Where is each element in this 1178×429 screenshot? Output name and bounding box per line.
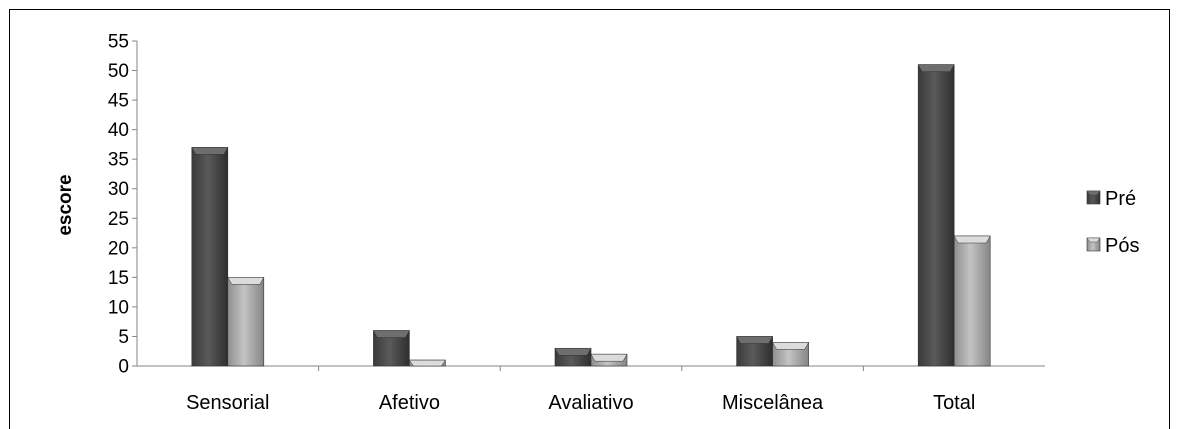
y-tick-label: 45 [108, 91, 129, 112]
y-tick-label: 20 [108, 238, 129, 259]
legend-item-pre: Pré [1086, 188, 1136, 210]
bar-afetivo-pre [372, 330, 410, 367]
bar-miscelânea-pre [736, 336, 774, 367]
x-tick-label: Miscelânea [722, 392, 824, 414]
y-axis-title: escore [55, 174, 76, 235]
y-tick-label: 30 [108, 179, 129, 200]
x-tick-label: Avaliativo [548, 392, 633, 414]
y-tick-label: 40 [108, 120, 129, 141]
y-tick-label: 25 [108, 209, 129, 230]
legend-label: Pré [1105, 188, 1136, 210]
y-tick-label: 15 [108, 268, 129, 289]
legend-item-pos: Pós [1086, 235, 1139, 257]
bar-avaliativo-pos [590, 353, 628, 367]
y-tick-label: 50 [108, 61, 129, 82]
y-tick-label: 0 [118, 357, 129, 378]
bar-afetivo-pos [408, 359, 446, 367]
y-tick-label: 5 [118, 327, 129, 348]
bar-miscelânea-pos [772, 342, 810, 367]
x-tick-label: Sensorial [186, 392, 269, 414]
bar-total-pos [953, 235, 991, 367]
bar-avaliativo-pre [554, 347, 592, 367]
bar-sensorial-pre [191, 147, 229, 367]
legend-label: Pós [1105, 235, 1139, 257]
y-tick-label: 35 [108, 150, 129, 171]
bar-total-pre [917, 64, 955, 367]
bar-sensorial-pos [227, 277, 265, 367]
y-tick-label: 10 [108, 297, 129, 318]
y-tick-label: 55 [108, 32, 129, 53]
x-tick-label: Afetivo [379, 392, 440, 414]
x-tick-label: Total [933, 392, 975, 414]
